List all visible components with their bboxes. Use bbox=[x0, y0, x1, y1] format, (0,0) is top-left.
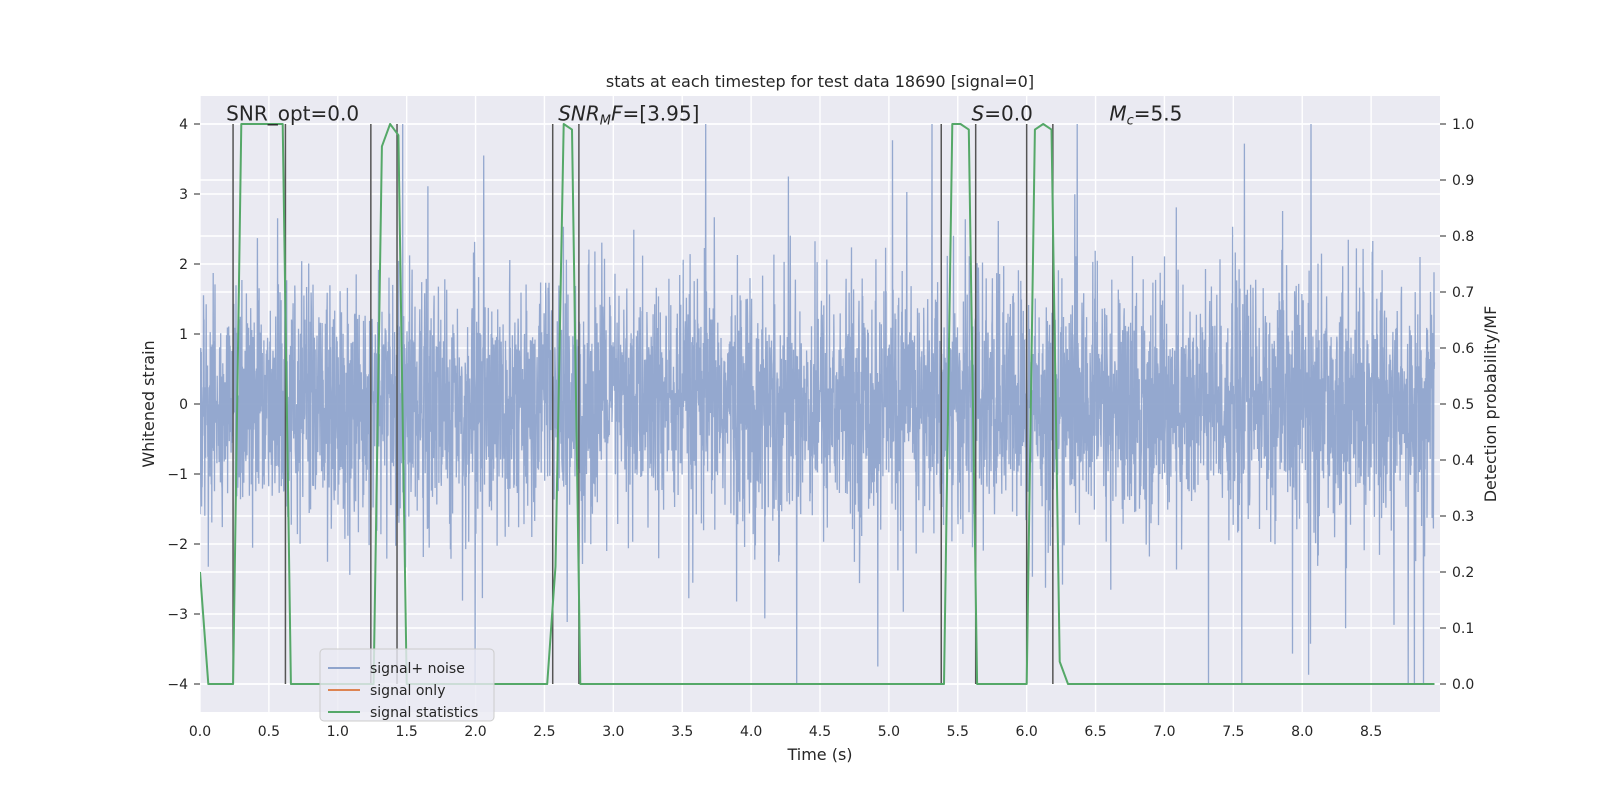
right-axis-ticks: 0.0 0.1 0.2 0.3 0.4 0.5 0.6 0.7 0.8 0.9 1.0 bbox=[1440, 117, 1474, 693]
right-axis-label: Detection probability/MF bbox=[1481, 306, 1500, 503]
right-tick-label: 0.4 bbox=[1452, 453, 1474, 469]
right-tick-label: 0.0 bbox=[1452, 677, 1474, 693]
x-tick-label: 8.0 bbox=[1291, 724, 1313, 740]
annotation-4: Mc=5.5 bbox=[1109, 102, 1182, 129]
x-tick-label: 6.0 bbox=[1016, 724, 1038, 740]
x-axis-label: Time (s) bbox=[786, 745, 852, 764]
right-tick-label: 0.7 bbox=[1452, 285, 1474, 301]
y-tick-label: −4 bbox=[167, 677, 188, 693]
x-tick-label: 8.5 bbox=[1360, 724, 1382, 740]
right-tick-label: 0.9 bbox=[1452, 173, 1474, 189]
x-tick-label: 7.5 bbox=[1222, 724, 1244, 740]
right-tick-label: 0.3 bbox=[1452, 509, 1474, 525]
right-tick-label: 0.8 bbox=[1452, 229, 1474, 245]
y-tick-label: 1 bbox=[179, 327, 188, 343]
right-tick-label: 0.5 bbox=[1452, 397, 1474, 413]
chart-title: stats at each timestep for test data 186… bbox=[606, 72, 1034, 91]
x-tick-label: 0.0 bbox=[189, 724, 211, 740]
y-tick-label: 3 bbox=[179, 187, 188, 203]
annotations: SNR_opt=0.0 SNRMF=[3.95] S=0.0 Mc=5.5 bbox=[226, 102, 1182, 129]
annotation-3: S=0.0 bbox=[972, 102, 1033, 126]
right-tick-label: 0.2 bbox=[1452, 565, 1474, 581]
right-tick-label: 0.6 bbox=[1452, 341, 1474, 357]
right-tick-label: 0.1 bbox=[1452, 621, 1474, 637]
x-axis-ticks: 0.0 0.5 1.0 1.5 2.0 2.5 3.0 3.5 4.0 4.5 5.0 5.5 6.0 6… bbox=[189, 724, 1382, 740]
x-tick-label: 1.0 bbox=[327, 724, 349, 740]
x-tick-label: 2.0 bbox=[464, 724, 486, 740]
right-tick-label: 1.0 bbox=[1452, 117, 1474, 133]
y-axis-label: Whitened strain bbox=[139, 340, 158, 467]
signal-noise-line bbox=[200, 123, 1436, 685]
y-tick-label: 0 bbox=[179, 397, 188, 413]
x-tick-label: 4.0 bbox=[740, 724, 762, 740]
x-tick-label: 2.5 bbox=[533, 724, 555, 740]
x-tick-label: 3.0 bbox=[602, 724, 624, 740]
legend: signal+ noise signal only signal statistic… bbox=[319, 648, 495, 722]
legend-box bbox=[319, 648, 495, 722]
x-tick-label: 6.5 bbox=[1084, 724, 1106, 740]
y-tick-label: −3 bbox=[167, 607, 188, 623]
x-tick-label: 3.5 bbox=[671, 724, 693, 740]
y-tick-label: −1 bbox=[167, 467, 188, 483]
series-signal-statistics bbox=[200, 123, 1435, 685]
x-tick-label: 4.5 bbox=[809, 724, 831, 740]
y-tick-label: −2 bbox=[167, 537, 188, 553]
series-signal-noise bbox=[200, 123, 1436, 685]
y-axis-ticks: −4 −3 −2 −1 0 1 2 3 4 bbox=[167, 117, 200, 693]
y-tick-label: 2 bbox=[179, 257, 188, 273]
y-tick-label: 4 bbox=[179, 117, 188, 133]
legend-label: signal+ noise bbox=[370, 661, 465, 677]
x-tick-label: 0.5 bbox=[258, 724, 280, 740]
vertical-markers bbox=[232, 124, 1054, 684]
annotation-1: SNR_opt=0.0 bbox=[226, 102, 359, 126]
x-tick-label: 5.0 bbox=[878, 724, 900, 740]
x-tick-label: 5.5 bbox=[947, 724, 969, 740]
legend-label: signal only bbox=[370, 683, 445, 699]
x-tick-label: 1.5 bbox=[396, 724, 418, 740]
x-tick-label: 7.0 bbox=[1153, 724, 1175, 740]
annotation-2: SNRMF=[3.95] bbox=[558, 102, 699, 129]
legend-label: signal statistics bbox=[370, 705, 478, 721]
signal-statistics-line bbox=[200, 123, 1435, 685]
